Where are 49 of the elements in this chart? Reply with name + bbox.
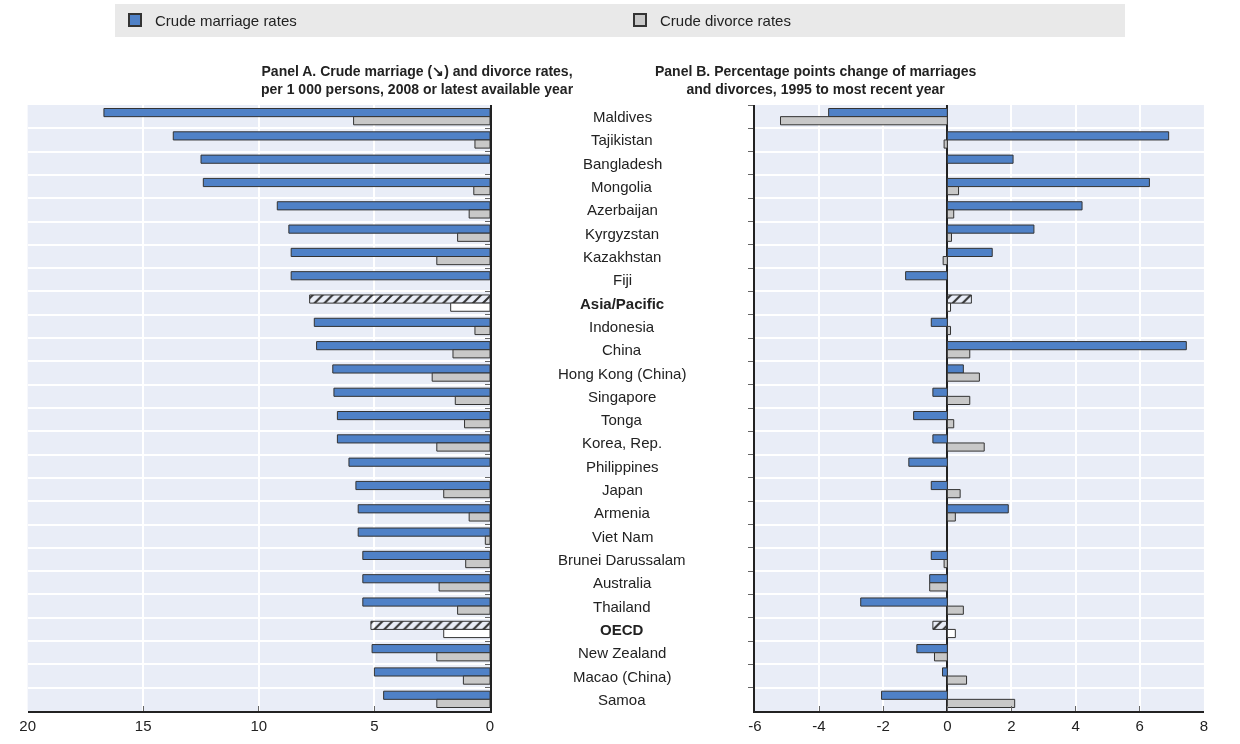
y-tick-label: Maldives <box>593 108 653 125</box>
y-tick-label: Philippines <box>586 458 659 475</box>
x-tick-label: 10 <box>250 716 268 734</box>
x-tick-label: 2 <box>1007 716 1016 734</box>
y-tick-label: Tonga <box>601 411 643 428</box>
y-tick-label: Kazakhstan <box>583 248 662 265</box>
y-tick-label: Japan <box>602 481 643 498</box>
y-tick-label: Bangladesh <box>583 155 663 172</box>
x-tick-label: 0 <box>943 716 952 734</box>
bar <box>200 154 490 164</box>
y-tick-label: Brunei Darussalam <box>558 551 686 568</box>
y-tick-label: Mongolia <box>591 178 653 195</box>
y-tick-label: Samoa <box>598 691 647 708</box>
y-tick-label: Korea, Rep. <box>582 434 663 451</box>
legend-label: Crude marriage rates <box>155 11 297 29</box>
x-tick-label: 0 <box>485 716 495 734</box>
y-tick-label: Fiji <box>613 271 633 288</box>
bar <box>290 271 490 281</box>
y-tick-label: Azerbaijan <box>587 201 658 218</box>
x-tick-label: -4 <box>812 716 826 734</box>
y-tick-label: Indonesia <box>589 318 655 335</box>
y-tick-label: Tajikistan <box>591 131 653 148</box>
chart-title: Panel B. Percentage points change of marriages and divorces, 1995 to most recent year <box>655 63 977 98</box>
x-tick-label: 15 <box>134 716 152 734</box>
x-tick-label: -2 <box>876 716 890 734</box>
y-tick-label: Thailand <box>593 598 651 615</box>
y-tick-label: OECD <box>600 621 644 638</box>
y-tick-label: Hong Kong (China) <box>558 365 687 382</box>
x-tick-label: 20 <box>19 716 36 734</box>
bar <box>905 271 948 281</box>
x-tick-label: 6 <box>1135 716 1144 734</box>
y-tick-label: New Zealand <box>578 644 667 661</box>
y-tick-label: Australia <box>593 574 653 591</box>
y-tick-label: China <box>602 341 642 358</box>
bar <box>908 457 948 467</box>
y-tick-label: Viet Nam <box>592 528 654 545</box>
bar <box>348 457 490 467</box>
y-tick-label: Armenia <box>594 504 651 521</box>
bar <box>946 154 1014 164</box>
y-tick-label: Asia/Pacific <box>580 295 665 312</box>
y-tick-label: Macao (China) <box>573 668 672 685</box>
x-tick-label: 5 <box>370 716 379 734</box>
chart-title: Panel A. Crude marriage (↘) and divorce rates, per 1 000 persons, 2008 or latest available year <box>261 63 574 98</box>
y-tick-label: Kyrgyzstan <box>585 225 660 242</box>
x-tick-label: 4 <box>1071 716 1080 734</box>
x-tick-label: 8 <box>1199 716 1209 734</box>
legend-label: Crude divorce rates <box>660 11 791 29</box>
y-tick-label: Singapore <box>588 388 657 405</box>
x-tick-label: -6 <box>748 716 762 734</box>
